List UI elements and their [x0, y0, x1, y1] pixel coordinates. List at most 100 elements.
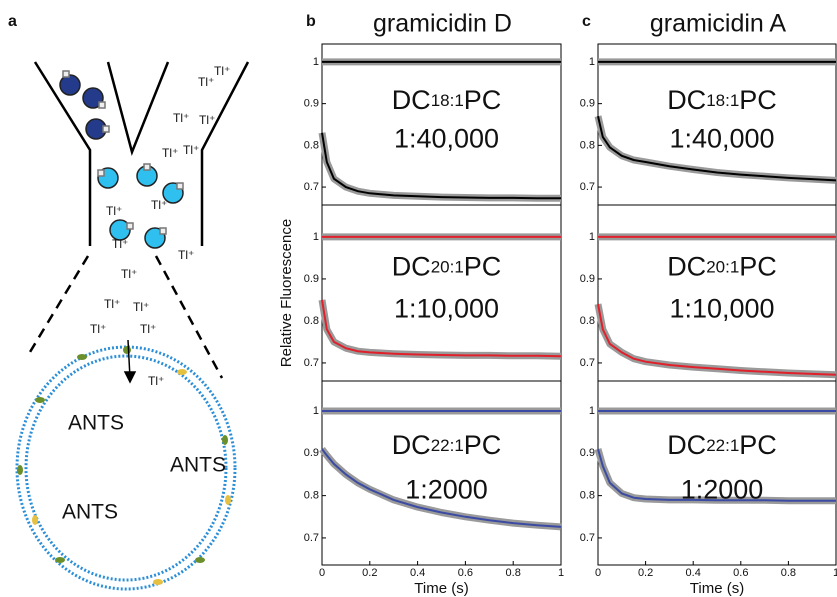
- lipid-label-part: 18:1: [706, 91, 739, 110]
- ion-label: Tl⁺: [183, 143, 199, 157]
- ion-label: Tl⁺: [104, 297, 120, 311]
- lipid-label: DC20:1PC: [667, 251, 777, 281]
- ion-label: Tl⁺: [121, 267, 137, 281]
- ion-label: Tl⁺: [133, 300, 149, 314]
- lipid-label-part: PC: [739, 85, 777, 115]
- y-tick-label: 0.7: [580, 357, 595, 369]
- ion-label: Tl⁺: [90, 322, 106, 336]
- dye-label: ANTS: [62, 501, 118, 524]
- y-tick-label: 0.8: [580, 139, 595, 151]
- funnel-diagram: [33, 61, 250, 246]
- plot: 0.7 0.8 0.9 1 DC20:1PC 1:10,000 Relative Fluor…: [278, 204, 562, 382]
- ion-label: Tl⁺: [112, 237, 128, 251]
- x-tick-label: 0.2: [638, 567, 653, 579]
- y-tick-label: 1: [313, 56, 319, 68]
- ion-label: Tl⁺: [214, 64, 230, 78]
- lipid-label: DC22:1PC: [392, 430, 502, 460]
- fit-line: [321, 448, 562, 528]
- y-tick-label: 0.9: [580, 447, 595, 459]
- ion-label: Tl⁺: [173, 111, 189, 125]
- x-tick-label: 0.8: [781, 567, 796, 579]
- lipid-label-part: PC: [739, 430, 777, 460]
- y-tick-label: 0.9: [580, 273, 595, 285]
- ratio-label: 1:10,000: [394, 294, 499, 324]
- panel-letter: c: [582, 13, 591, 30]
- lipid-label-part: 22:1: [706, 437, 739, 456]
- ratio-label: 1:40,000: [394, 124, 499, 154]
- ratio-label: 1:40,000: [669, 124, 774, 154]
- gramicidin-markers: [62, 70, 184, 235]
- fit-line: [321, 132, 561, 200]
- ratio-label: 1:2000: [405, 475, 488, 505]
- x-axis-label: Time (s): [690, 580, 744, 597]
- ion-label: Tl⁺: [140, 322, 156, 336]
- fit-line: [597, 303, 837, 376]
- y-tick-label: 0.8: [304, 315, 319, 327]
- y-tick-label: 1: [589, 56, 595, 68]
- y-tick-label: 0.7: [304, 181, 319, 193]
- x-tick-label: 0.4: [686, 567, 701, 579]
- fit-line: [597, 448, 836, 502]
- plot: 0.7 0.8 0.9 1 0 0.2 0.4 0.6 0.8 1 DC22:1PC 1:2000 Ti…: [580, 380, 837, 597]
- panel-letter: b: [306, 13, 316, 30]
- ion-label: Tl⁺: [151, 198, 167, 212]
- x-axis-label: Time (s): [414, 580, 468, 597]
- x-tick-label: 0.4: [410, 567, 425, 579]
- lipid-label-part: PC: [464, 430, 502, 460]
- membrane-channels: [17, 346, 231, 585]
- lipid-label-part: 20:1: [431, 258, 464, 277]
- y-tick-label: 0.9: [304, 447, 319, 459]
- y-tick-label: 0.7: [580, 181, 595, 193]
- lipid-label: DC20:1PC: [392, 251, 502, 281]
- lipid-label: DC18:1PC: [667, 85, 777, 115]
- lipid-label-part: DC: [392, 430, 431, 460]
- y-tick-label: 0.8: [580, 315, 595, 327]
- dye-label: ANTS: [68, 412, 124, 435]
- y-axis-label: Relative Fluorescence: [278, 219, 295, 367]
- lipid-label-part: PC: [464, 85, 502, 115]
- ion-label: Tl⁺: [162, 146, 178, 160]
- fit-line: [321, 299, 562, 358]
- x-tick-label: 1: [833, 567, 837, 579]
- y-tick-label: 0.9: [304, 273, 319, 285]
- y-tick-label: 0.8: [580, 490, 595, 502]
- y-tick-label: 0.9: [304, 98, 319, 110]
- fit-line: [597, 115, 837, 182]
- dye-label: ANTS: [170, 454, 226, 477]
- y-tick-label: 0.8: [304, 490, 319, 502]
- plot: 0.7 0.8 0.9 1 DC18:1PC 1:40,000 gramicidin D b: [304, 10, 562, 206]
- y-tick-label: 0.7: [304, 357, 319, 369]
- y-tick-label: 1: [313, 405, 319, 417]
- plot-frame: [597, 380, 837, 566]
- lipid-label-part: 22:1: [431, 437, 464, 456]
- lipid-label-part: 18:1: [431, 91, 464, 110]
- ion-label: Tl⁺: [178, 248, 194, 262]
- x-tick-label: 0.2: [362, 567, 377, 579]
- x-tick-label: 0: [319, 567, 325, 579]
- plot: 0.7 0.8 0.9 1 0 0.2 0.4 0.6 0.8 1 DC22:1PC 1:2000 Ti…: [304, 380, 564, 597]
- x-tick-label: 0.6: [733, 567, 748, 579]
- plot-frame: [321, 380, 562, 566]
- y-tick-label: 0.7: [304, 532, 319, 544]
- lipid-label-part: 20:1: [706, 258, 739, 277]
- lipid-label-part: DC: [667, 251, 706, 281]
- y-tick-label: 1: [589, 231, 595, 243]
- y-tick-label: 0.7: [580, 532, 595, 544]
- lipid-label-part: PC: [739, 251, 777, 281]
- panel-title: gramicidin A: [650, 10, 786, 38]
- x-tick-label: 1: [558, 567, 564, 579]
- y-tick-label: 0.9: [580, 98, 595, 110]
- x-tick-label: 0: [595, 567, 601, 579]
- lipid-label-part: DC: [392, 251, 431, 281]
- arrow: [123, 339, 137, 384]
- lipid-label-part: DC: [667, 430, 706, 460]
- plot: 0.7 0.8 0.9 1 DC20:1PC 1:10,000: [580, 204, 837, 382]
- plot: 0.7 0.8 0.9 1 DC18:1PC 1:40,000 gramicidin A c: [580, 10, 837, 206]
- ion-label: Tl⁺: [199, 113, 215, 127]
- ion-label: Tl⁺: [198, 75, 214, 89]
- lipid-label-part: DC: [667, 85, 706, 115]
- x-tick-label: 0.8: [506, 567, 521, 579]
- lipid-label: DC22:1PC: [667, 430, 777, 460]
- lipid-label: DC18:1PC: [392, 85, 502, 115]
